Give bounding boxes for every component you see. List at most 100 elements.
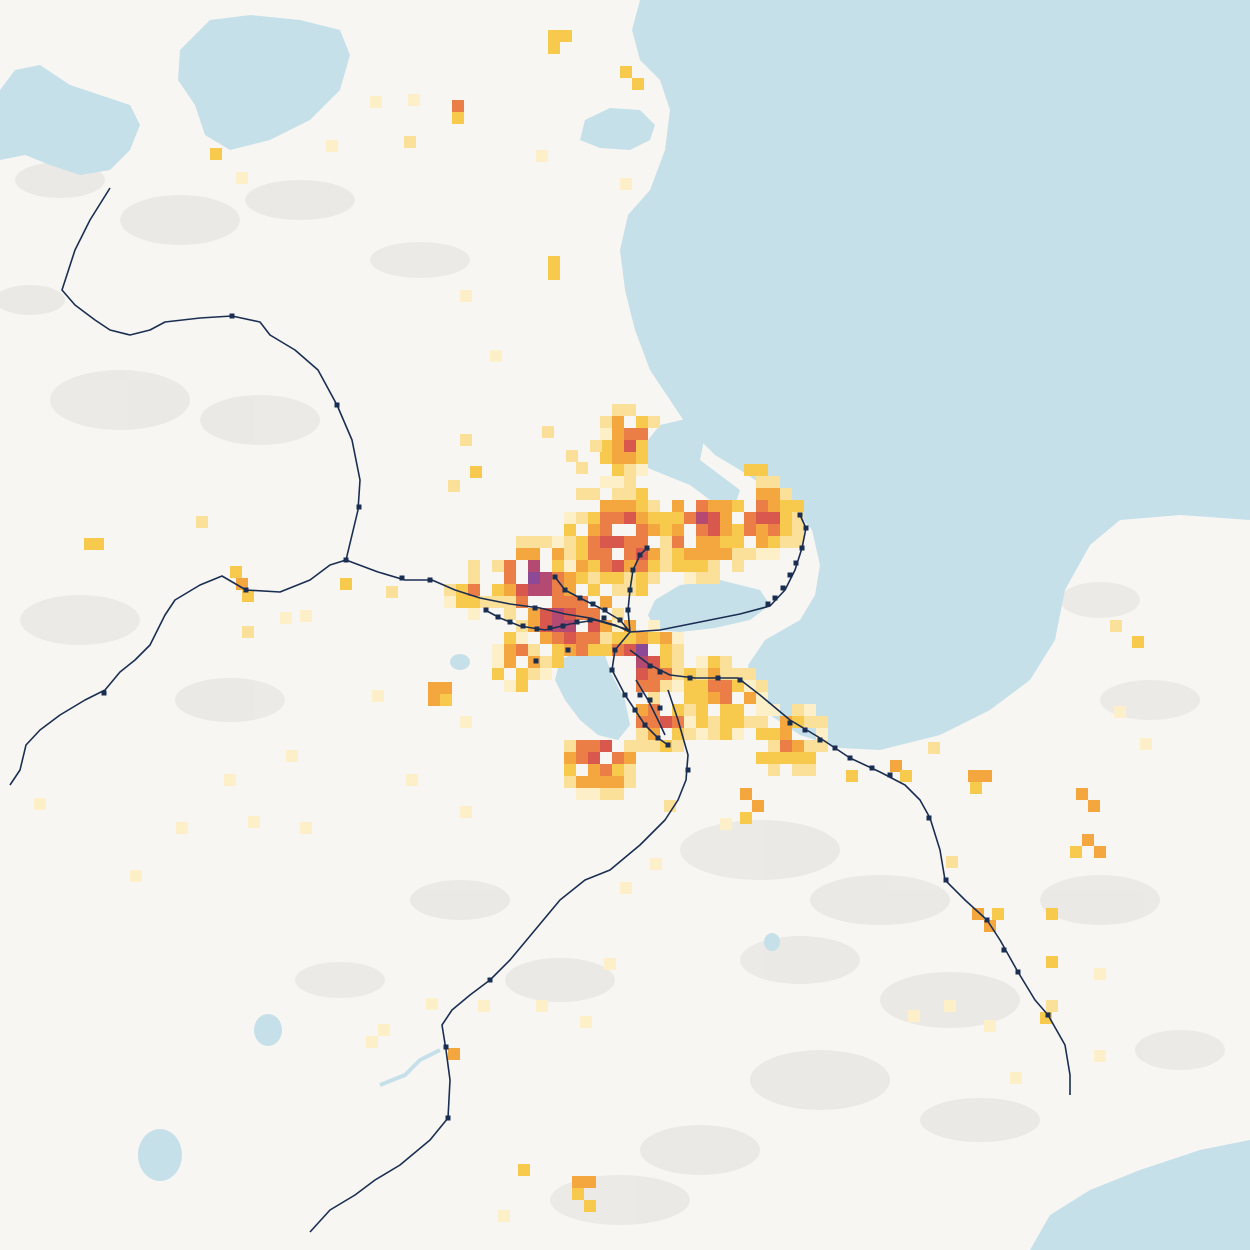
station-marker[interactable] <box>630 567 636 573</box>
station-marker[interactable] <box>601 615 607 621</box>
station-marker[interactable] <box>1001 947 1007 953</box>
density-cell <box>846 770 858 782</box>
station-marker[interactable] <box>533 658 539 664</box>
station-marker[interactable] <box>687 675 693 681</box>
density-cell <box>576 560 588 572</box>
station-marker[interactable] <box>427 577 433 583</box>
station-marker[interactable] <box>943 877 949 883</box>
station-marker[interactable] <box>101 690 107 696</box>
station-marker[interactable] <box>647 663 653 669</box>
station-marker[interactable] <box>602 607 608 613</box>
station-marker[interactable] <box>483 607 489 613</box>
station-marker[interactable] <box>787 572 793 578</box>
density-cell <box>498 1210 510 1222</box>
station-marker[interactable] <box>644 545 650 551</box>
station-marker[interactable] <box>1045 1012 1051 1018</box>
station-marker[interactable] <box>356 504 362 510</box>
station-marker[interactable] <box>399 575 405 581</box>
density-cell <box>756 728 768 740</box>
station-marker[interactable] <box>737 677 743 683</box>
station-marker[interactable] <box>657 669 663 675</box>
station-marker[interactable] <box>765 601 771 607</box>
density-cell <box>696 572 708 584</box>
density-cell <box>588 584 600 596</box>
station-marker[interactable] <box>625 607 631 613</box>
density-cell <box>566 450 578 462</box>
station-marker[interactable] <box>832 745 838 751</box>
station-marker[interactable] <box>984 917 990 923</box>
station-marker[interactable] <box>622 692 628 698</box>
station-marker[interactable] <box>560 623 566 629</box>
density-cell <box>672 740 684 752</box>
density-cell <box>612 416 624 428</box>
station-marker[interactable] <box>869 765 875 771</box>
density-cell <box>648 740 660 752</box>
station-marker[interactable] <box>243 587 249 593</box>
station-marker[interactable] <box>487 977 493 983</box>
station-marker[interactable] <box>565 647 571 653</box>
density-cell <box>456 596 468 608</box>
density-cell <box>780 728 792 740</box>
station-marker[interactable] <box>787 720 793 726</box>
station-marker[interactable] <box>642 722 648 728</box>
station-marker[interactable] <box>534 626 540 632</box>
density-cell <box>732 668 744 680</box>
density-cell <box>584 1200 596 1212</box>
density-cell <box>684 716 696 728</box>
station-marker[interactable] <box>552 574 558 580</box>
station-marker[interactable] <box>562 587 568 593</box>
station-marker[interactable] <box>507 619 513 625</box>
density-cell <box>768 548 780 560</box>
station-marker[interactable] <box>587 617 593 623</box>
station-marker[interactable] <box>577 595 583 601</box>
station-marker[interactable] <box>802 727 808 733</box>
station-marker[interactable] <box>780 585 786 591</box>
station-marker[interactable] <box>632 707 638 713</box>
relief-shade <box>50 370 190 430</box>
density-cell <box>720 524 732 536</box>
density-cell <box>248 816 260 828</box>
station-marker[interactable] <box>793 560 799 566</box>
station-marker[interactable] <box>797 512 803 518</box>
station-marker[interactable] <box>343 557 349 563</box>
station-marker[interactable] <box>1015 969 1021 975</box>
station-marker[interactable] <box>612 647 618 653</box>
relief-shade <box>370 242 470 278</box>
station-marker[interactable] <box>532 605 538 611</box>
station-marker[interactable] <box>547 625 553 631</box>
density-cell <box>1010 1072 1022 1084</box>
station-marker[interactable] <box>799 545 805 551</box>
station-marker[interactable] <box>334 402 340 408</box>
station-marker[interactable] <box>609 667 615 673</box>
station-marker[interactable] <box>657 705 663 711</box>
station-marker[interactable] <box>803 525 809 531</box>
station-marker[interactable] <box>685 767 691 773</box>
station-marker[interactable] <box>495 614 501 620</box>
station-marker[interactable] <box>715 675 721 681</box>
station-marker[interactable] <box>647 697 653 703</box>
density-cell <box>672 560 684 572</box>
station-marker[interactable] <box>445 1115 451 1121</box>
station-marker[interactable] <box>520 623 526 629</box>
density-cell <box>34 798 46 810</box>
station-marker[interactable] <box>627 587 633 593</box>
station-marker[interactable] <box>772 595 778 601</box>
station-marker[interactable] <box>887 772 893 778</box>
station-marker[interactable] <box>574 619 580 625</box>
density-cell <box>684 572 696 584</box>
station-marker[interactable] <box>665 742 671 748</box>
station-marker[interactable] <box>847 755 853 761</box>
station-marker[interactable] <box>229 313 235 319</box>
station-marker[interactable] <box>926 815 932 821</box>
station-marker[interactable] <box>637 552 643 558</box>
density-cell <box>1046 908 1058 920</box>
station-marker[interactable] <box>655 735 661 741</box>
density-cell <box>440 694 452 706</box>
station-marker[interactable] <box>617 617 623 623</box>
station-marker[interactable] <box>443 1044 449 1050</box>
station-marker[interactable] <box>637 692 643 698</box>
station-marker[interactable] <box>817 737 823 743</box>
station-marker[interactable] <box>590 601 596 607</box>
density-cell <box>588 752 600 764</box>
